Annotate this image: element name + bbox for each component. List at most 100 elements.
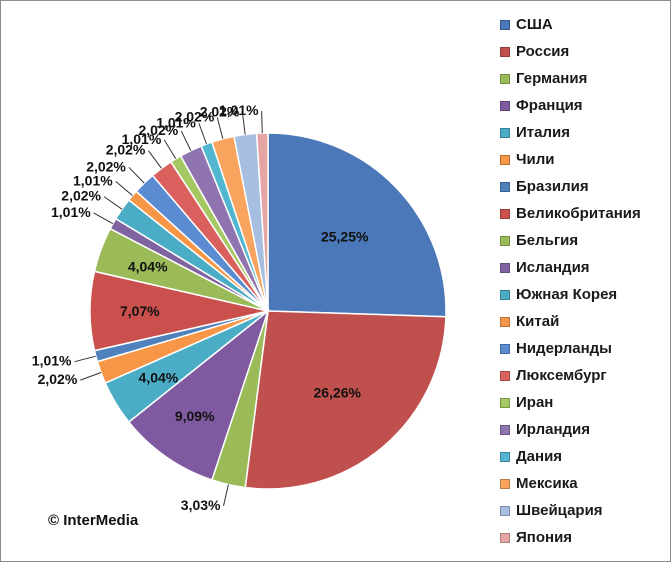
- legend-label: Франция: [516, 97, 583, 114]
- legend-item: Бельгия: [500, 227, 665, 254]
- legend-swatch: [500, 451, 510, 462]
- pie-slice: [244, 310, 447, 490]
- legend-item: Россия: [500, 38, 665, 65]
- legend-item: Италия: [500, 119, 665, 146]
- slice-label: 1,01%: [122, 131, 162, 147]
- leader-line: [216, 117, 224, 139]
- legend-label: Южная Корея: [516, 286, 618, 303]
- leader-line: [180, 130, 192, 151]
- legend-swatch: [500, 262, 510, 273]
- legend-item: Франция: [500, 92, 665, 119]
- legend-item: Китай: [500, 308, 665, 335]
- slice-label: 2,02%: [86, 158, 126, 174]
- legend-swatch: [500, 100, 510, 111]
- slice-labels: 25,25%26,26%3,03%9,09%4,04%2,02%1,01%7,0…: [32, 102, 369, 513]
- slice-label: 25,25%: [321, 229, 369, 245]
- legend-item: Великобритания: [500, 200, 665, 227]
- slice-label: 1,01%: [73, 172, 113, 188]
- legend-item: Ирландия: [500, 416, 665, 443]
- legend-label: Россия: [516, 43, 570, 60]
- slice-label: 2,02%: [138, 122, 178, 138]
- legend-label: Иран: [516, 394, 554, 411]
- slice-label: 1,01%: [219, 102, 259, 118]
- legend-label: Германия: [516, 70, 588, 87]
- legend-swatch: [500, 19, 510, 30]
- legend-item: Иран: [500, 389, 665, 416]
- copyright-text: © InterMedia: [48, 512, 139, 529]
- legend-label: Швейцария: [516, 502, 603, 519]
- legend-label: Мексика: [516, 475, 578, 492]
- legend-label: Дания: [516, 448, 563, 465]
- slice-label: 3,03%: [181, 497, 221, 513]
- slice-label: 9,09%: [175, 408, 215, 424]
- legend-label: Ирландия: [516, 421, 590, 438]
- slice-label: 2,02%: [106, 142, 146, 158]
- leader-line: [241, 112, 246, 135]
- leader-line: [223, 484, 229, 507]
- legend-label: Китай: [516, 313, 560, 330]
- legend-item: Мексика: [500, 470, 665, 497]
- slice-label: 7,07%: [120, 303, 160, 319]
- legend-swatch: [500, 370, 510, 381]
- leader-line: [198, 123, 207, 145]
- slice-label: 2,02%: [61, 188, 101, 204]
- legend-swatch: [500, 316, 510, 327]
- legend-label: Нидерланды: [516, 340, 612, 357]
- legend-swatch: [500, 532, 510, 543]
- legend-label: Бельгия: [516, 232, 579, 249]
- legend-item: Швейцария: [500, 497, 665, 524]
- legend-label: Бразилия: [516, 178, 589, 195]
- leader-line: [128, 166, 145, 184]
- legend-item: США: [500, 11, 665, 38]
- pie-slices: [89, 132, 447, 490]
- slice-label: 26,26%: [313, 384, 361, 400]
- legend-swatch: [500, 208, 510, 219]
- leader-lines: [74, 111, 263, 507]
- legend-item: Южная Корея: [500, 281, 665, 308]
- leader-line: [93, 212, 114, 225]
- slice-label: 2,02%: [200, 104, 240, 120]
- leader-line: [163, 139, 177, 160]
- legend-swatch: [500, 343, 510, 354]
- legend-item: Бразилия: [500, 173, 665, 200]
- legend-label: Чили: [516, 151, 555, 168]
- leader-line: [115, 181, 133, 196]
- legend-label: Италия: [516, 124, 570, 141]
- leader-line: [261, 111, 263, 134]
- legend-label: Великобритания: [516, 205, 641, 222]
- legend-item: Япония: [500, 524, 665, 551]
- leader-line: [103, 196, 123, 210]
- leader-line: [80, 372, 102, 381]
- legend-swatch: [500, 505, 510, 516]
- legend-swatch: [500, 154, 510, 165]
- legend-swatch: [500, 46, 510, 57]
- legend-swatch: [500, 289, 510, 300]
- slice-label: 1,01%: [51, 204, 91, 220]
- pie-slice: [127, 308, 270, 481]
- legend-item: Чили: [500, 146, 665, 173]
- legend-swatch: [500, 181, 510, 192]
- pie-slice: [267, 132, 447, 318]
- legend-swatch: [500, 73, 510, 84]
- legend-swatch: [500, 478, 510, 489]
- legend-label: Исландия: [516, 259, 590, 276]
- slice-label: 1,01%: [156, 114, 196, 130]
- leader-line: [147, 150, 162, 169]
- legend-item: Нидерланды: [500, 335, 665, 362]
- legend-item: Исландия: [500, 254, 665, 281]
- legend-label: Люксембург: [516, 367, 607, 384]
- slice-label: 4,04%: [139, 369, 179, 385]
- legend-swatch: [500, 235, 510, 246]
- leader-line: [74, 355, 96, 363]
- legend-swatch: [500, 397, 510, 408]
- slice-label: 2,02%: [175, 109, 215, 125]
- legend-item: Германия: [500, 65, 665, 92]
- slice-label: 4,04%: [128, 259, 168, 275]
- slice-label: 2,02%: [38, 371, 78, 387]
- legend-swatch: [500, 424, 510, 435]
- legend-label: Япония: [516, 529, 573, 546]
- legend: США Россия Германия Франция Италия Чили …: [500, 11, 665, 551]
- legend-label: США: [516, 16, 553, 33]
- legend-swatch: [500, 127, 510, 138]
